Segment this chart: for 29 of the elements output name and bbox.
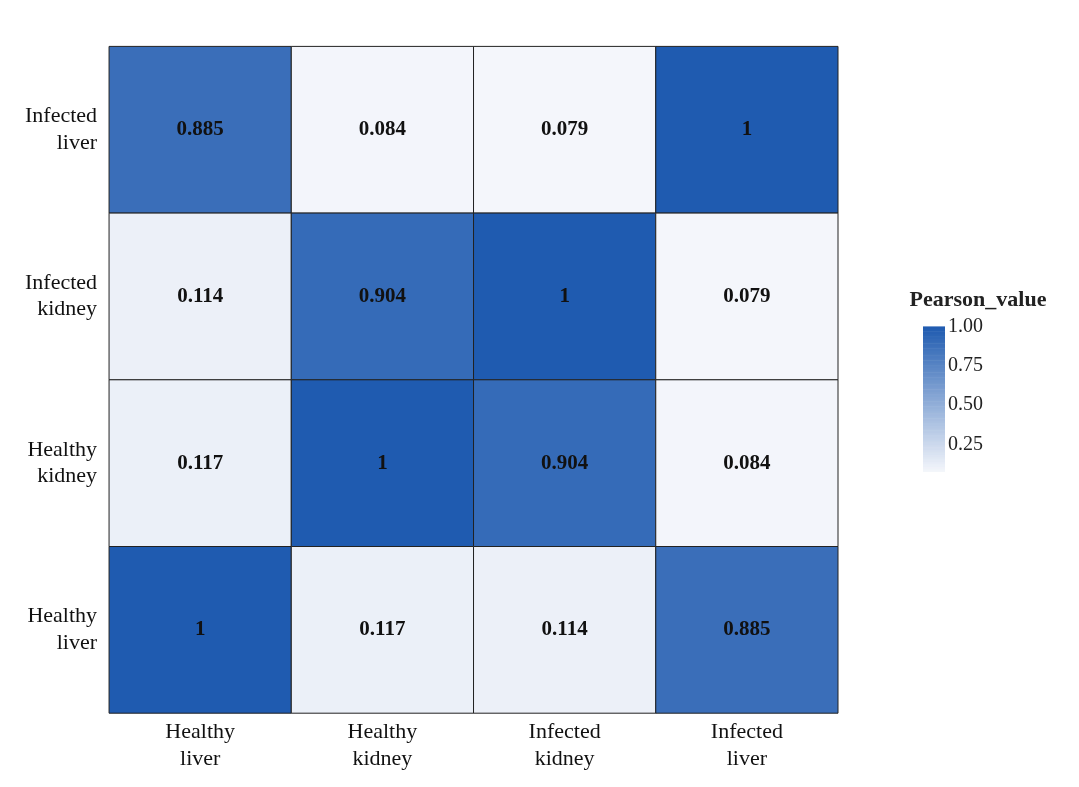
data-label: 0.117 [359, 616, 406, 641]
y-tick-label: Healthy kidney [27, 435, 98, 488]
color-bar-label: 1.00 [948, 313, 983, 336]
data-label: 0.084 [723, 449, 772, 474]
color-bar-label: 0.50 [948, 392, 983, 415]
data-label: 0.904 [541, 449, 589, 474]
x-tick-label: Infected liver [710, 718, 783, 770]
color-bar-label: 0.75 [948, 353, 983, 376]
data-label: 1 [194, 616, 206, 641]
y-tick-label: Healthy liver [27, 602, 98, 654]
y-tick-label: Infected kidney [25, 269, 98, 321]
data-label: 0.084 [358, 116, 407, 141]
data-label: 0.117 [177, 449, 224, 474]
data-label: 1 [741, 116, 753, 141]
data-label: 0.114 [177, 282, 224, 307]
data-label: 0.885 [723, 616, 771, 641]
color-bar-label: 0.25 [948, 431, 983, 454]
x-tick-label: Healthy liver [165, 718, 235, 770]
data-label: 0.079 [723, 282, 771, 307]
color-bar-title: Pearson_value [909, 286, 1047, 312]
x-tick-label: Infected kidney [528, 718, 601, 770]
data-label: 1 [377, 449, 388, 474]
data-label: 0.904 [358, 282, 407, 307]
data-label: 1 [559, 282, 570, 307]
x-tick-label: Healthy kidney [347, 718, 418, 770]
y-tick-label: Infected liver [25, 102, 98, 154]
data-label: 0.885 [176, 116, 224, 141]
data-label: 0.079 [541, 116, 589, 141]
data-label: 0.114 [541, 616, 589, 641]
